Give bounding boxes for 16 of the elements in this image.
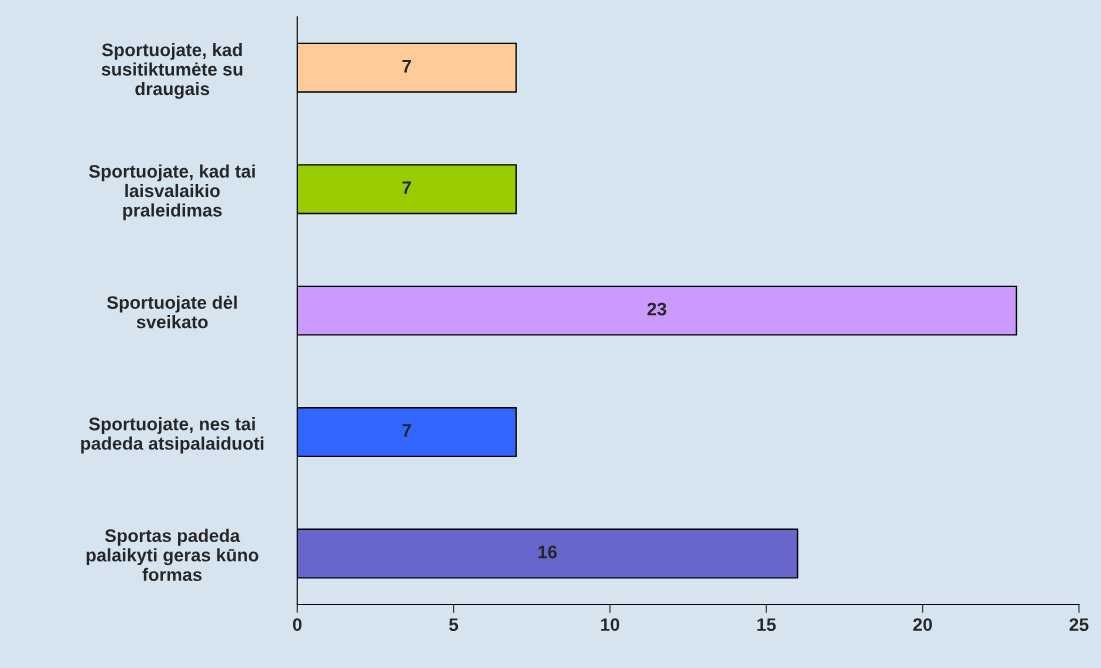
x-tick-label: 5: [449, 618, 459, 631]
y-tick-label: Sportuojate, nes tai padeda atsipalaiduoti: [81, 417, 264, 454]
data-label: 23: [647, 302, 667, 316]
data-label: 7: [402, 59, 411, 73]
y-tick-label: Sportuojate dėl sveikato: [107, 295, 237, 329]
x-tick-label: 0: [292, 618, 302, 631]
x-tick-label: 15: [757, 618, 776, 631]
y-tick-label: Sportuojate, kad susitiktumėte su draugais: [101, 43, 243, 99]
data-label: 7: [402, 424, 411, 437]
data-label: 7: [402, 181, 411, 194]
data-label: 16: [538, 545, 557, 559]
x-tick-label: 20: [913, 618, 932, 631]
x-tick-label: 25: [1069, 618, 1089, 631]
y-tick-label: Sportuojate, kad tai laisvalaikio praleidimas: [89, 164, 255, 221]
y-tick-label: Sportas padeda palaikyti geras kūno formas: [86, 528, 259, 582]
x-tick-label: 10: [601, 618, 620, 631]
